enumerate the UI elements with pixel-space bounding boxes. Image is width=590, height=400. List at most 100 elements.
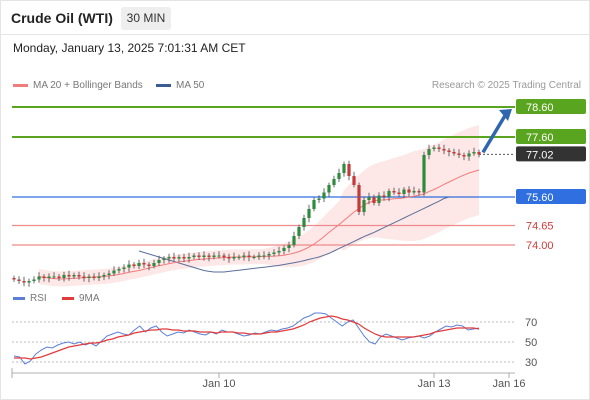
candle-body [457,153,461,155]
copyright-notice: Research © 2025 Trading Central [431,80,581,91]
candle-body [82,276,86,278]
ma50-swatch [156,84,171,87]
candles [12,144,481,287]
x-tick-label: Jan 16 [492,378,525,390]
candle-body [337,173,341,179]
datetime-label: Monday, January 13, 2025 7:01:31 AM CET [13,41,246,55]
candle-body [227,257,231,259]
candle-body [477,152,481,155]
legend-ma20-label: MA 20 + Bollinger Bands [33,80,143,91]
candle-body [377,195,381,203]
candle-body [402,189,406,194]
candle-body [432,147,436,149]
candle-body [67,275,71,277]
candle-body [422,155,426,193]
candle-body [467,153,471,157]
candle-body [62,275,66,278]
candle-body [397,192,401,194]
rsi-line [13,312,480,365]
legend-ma50-label: MA 50 [176,80,205,91]
candle-body [212,255,216,257]
candle-body [292,236,296,245]
candle-body [472,152,476,154]
resistance-price-label: 77.60 [526,132,554,144]
resistance-price-badge [516,99,586,114]
candle-body [282,248,286,251]
candle-body [387,191,391,197]
candle-body [307,209,311,218]
candle-body [407,189,411,193]
rsi-tick-label: 30 [525,357,537,369]
legend-9ma-label: 9MA [79,293,100,304]
candle-body [167,257,171,259]
candle-body [57,276,61,278]
ma20-swatch [13,84,28,87]
candle-body [147,264,151,266]
candle-body [162,258,166,260]
candle-body [322,192,326,199]
candle-body [347,164,351,176]
x-tick-label: Jan 13 [417,378,450,390]
current-price-label: 77.02 [526,149,554,161]
rsi-tick-label: 50 [525,337,537,349]
header-divider [0,34,590,35]
candle-body [232,257,236,259]
ma50-line [138,196,450,273]
header: Crude Oil (WTI) 30 MIN [0,0,590,38]
candle-body [297,227,301,236]
candle-body [27,281,31,283]
candle-body [252,257,256,258]
timeframe-badge[interactable]: 30 MIN [121,7,171,30]
candle-body [17,279,21,281]
candle-body [392,191,396,193]
candle-body [382,195,386,197]
candle-body [107,273,111,275]
candle-body [352,176,356,185]
bollinger-band [39,125,479,287]
candle-body [132,264,136,266]
candle-body [412,191,416,193]
pivot-price-badge [516,189,586,204]
candle-body [342,164,346,173]
candle-body [92,276,96,278]
legend-rsi: RSI [13,293,47,304]
rsi-tick-label: 70 [525,317,537,329]
resistance-price-label: 78.60 [526,102,554,114]
candle-body [22,281,26,283]
candle-body [242,255,246,257]
candle-body [197,255,201,257]
candle-body [222,255,226,257]
resistance-price-badge [516,129,586,144]
candle-body [417,191,421,193]
candle-body [442,149,446,151]
candle-body [127,264,131,268]
legend-ma50: MA 50 [156,80,204,91]
candle-body [187,257,191,259]
candle-body [447,150,451,152]
candle-body [317,198,321,200]
candle-body [237,257,241,258]
candle-body [97,276,101,278]
rsi-swatch [13,297,25,300]
candle-body [272,252,276,254]
candle-body [52,276,56,278]
candle-body [117,269,121,271]
support-price-label: 74.00 [526,240,554,252]
candle-body [277,251,281,253]
candle-body [142,263,146,265]
candle-body [87,276,91,278]
candle-body [47,276,51,278]
candle-body [247,255,251,257]
candle-body [37,276,41,280]
legend-rsi-label: RSI [30,293,47,304]
current-price-badge [516,146,586,162]
forecast-arrowhead [499,109,512,121]
candle-body [122,267,126,269]
candle-body [102,275,106,277]
candle-body [367,197,371,200]
candle-body [177,257,181,259]
candle-body [172,257,176,259]
candle-body [202,255,206,257]
candle-body [42,276,46,278]
